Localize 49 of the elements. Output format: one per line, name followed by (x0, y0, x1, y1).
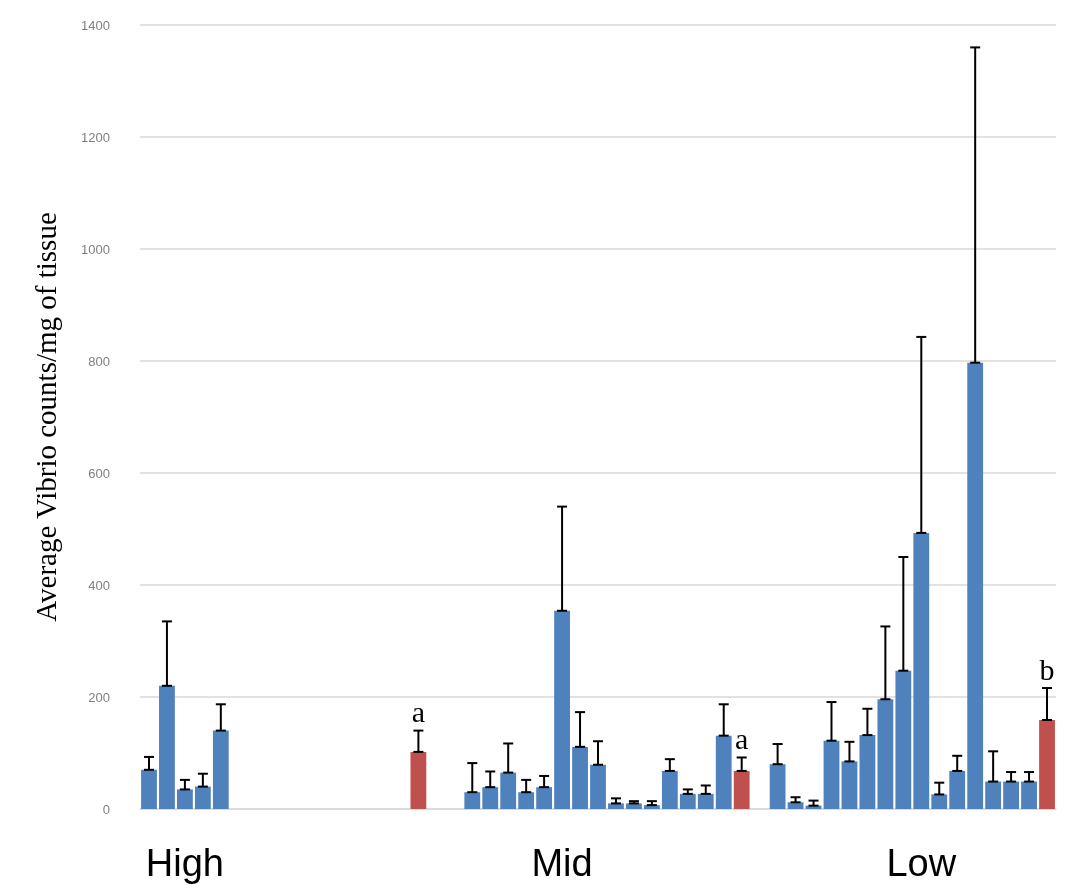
bar (913, 532, 930, 809)
y-tick-label: 1000 (81, 241, 110, 257)
y-tick-label: 400 (88, 577, 110, 593)
bar (877, 699, 894, 809)
bar (787, 802, 804, 809)
bar (715, 735, 732, 809)
bar (194, 786, 211, 809)
bar (733, 770, 750, 809)
bar (985, 781, 1002, 809)
bar (590, 764, 606, 809)
bar (661, 770, 678, 809)
bar (1021, 781, 1037, 809)
bar (841, 761, 858, 809)
y-tick-label: 800 (88, 353, 110, 369)
y-tick-label: 1400 (81, 17, 110, 33)
bar (410, 751, 427, 809)
bar (536, 787, 553, 809)
bar (554, 610, 570, 809)
bar (1003, 781, 1019, 809)
bar (500, 772, 517, 809)
x-tick-label: High (145, 842, 224, 884)
bar (931, 794, 948, 809)
bar (482, 787, 499, 809)
y-tick-label: 600 (88, 465, 110, 481)
data-label: a (735, 721, 749, 755)
data-label: b (1039, 652, 1055, 686)
y-tick-label: 0 (102, 801, 110, 817)
bar (518, 792, 535, 809)
bar (895, 670, 912, 809)
bar (823, 740, 840, 809)
bar (159, 685, 175, 809)
bar (141, 769, 157, 809)
bar (679, 793, 696, 809)
bar (949, 770, 966, 809)
bar (967, 362, 984, 809)
y-axis-title: Average Vibrio counts/mg of tissue (29, 212, 62, 622)
bar (859, 735, 876, 809)
bar (464, 792, 481, 809)
bar (1039, 719, 1055, 809)
bar (177, 789, 193, 809)
bar (769, 764, 786, 809)
bar (697, 793, 714, 809)
data-label: a (411, 695, 426, 729)
x-tick-label: Mid (531, 842, 593, 884)
bar (212, 730, 229, 809)
y-tick-label: 1200 (81, 129, 110, 145)
y-tick-label: 200 (88, 689, 110, 705)
x-tick-label: Low (886, 842, 957, 884)
bar (572, 746, 588, 809)
